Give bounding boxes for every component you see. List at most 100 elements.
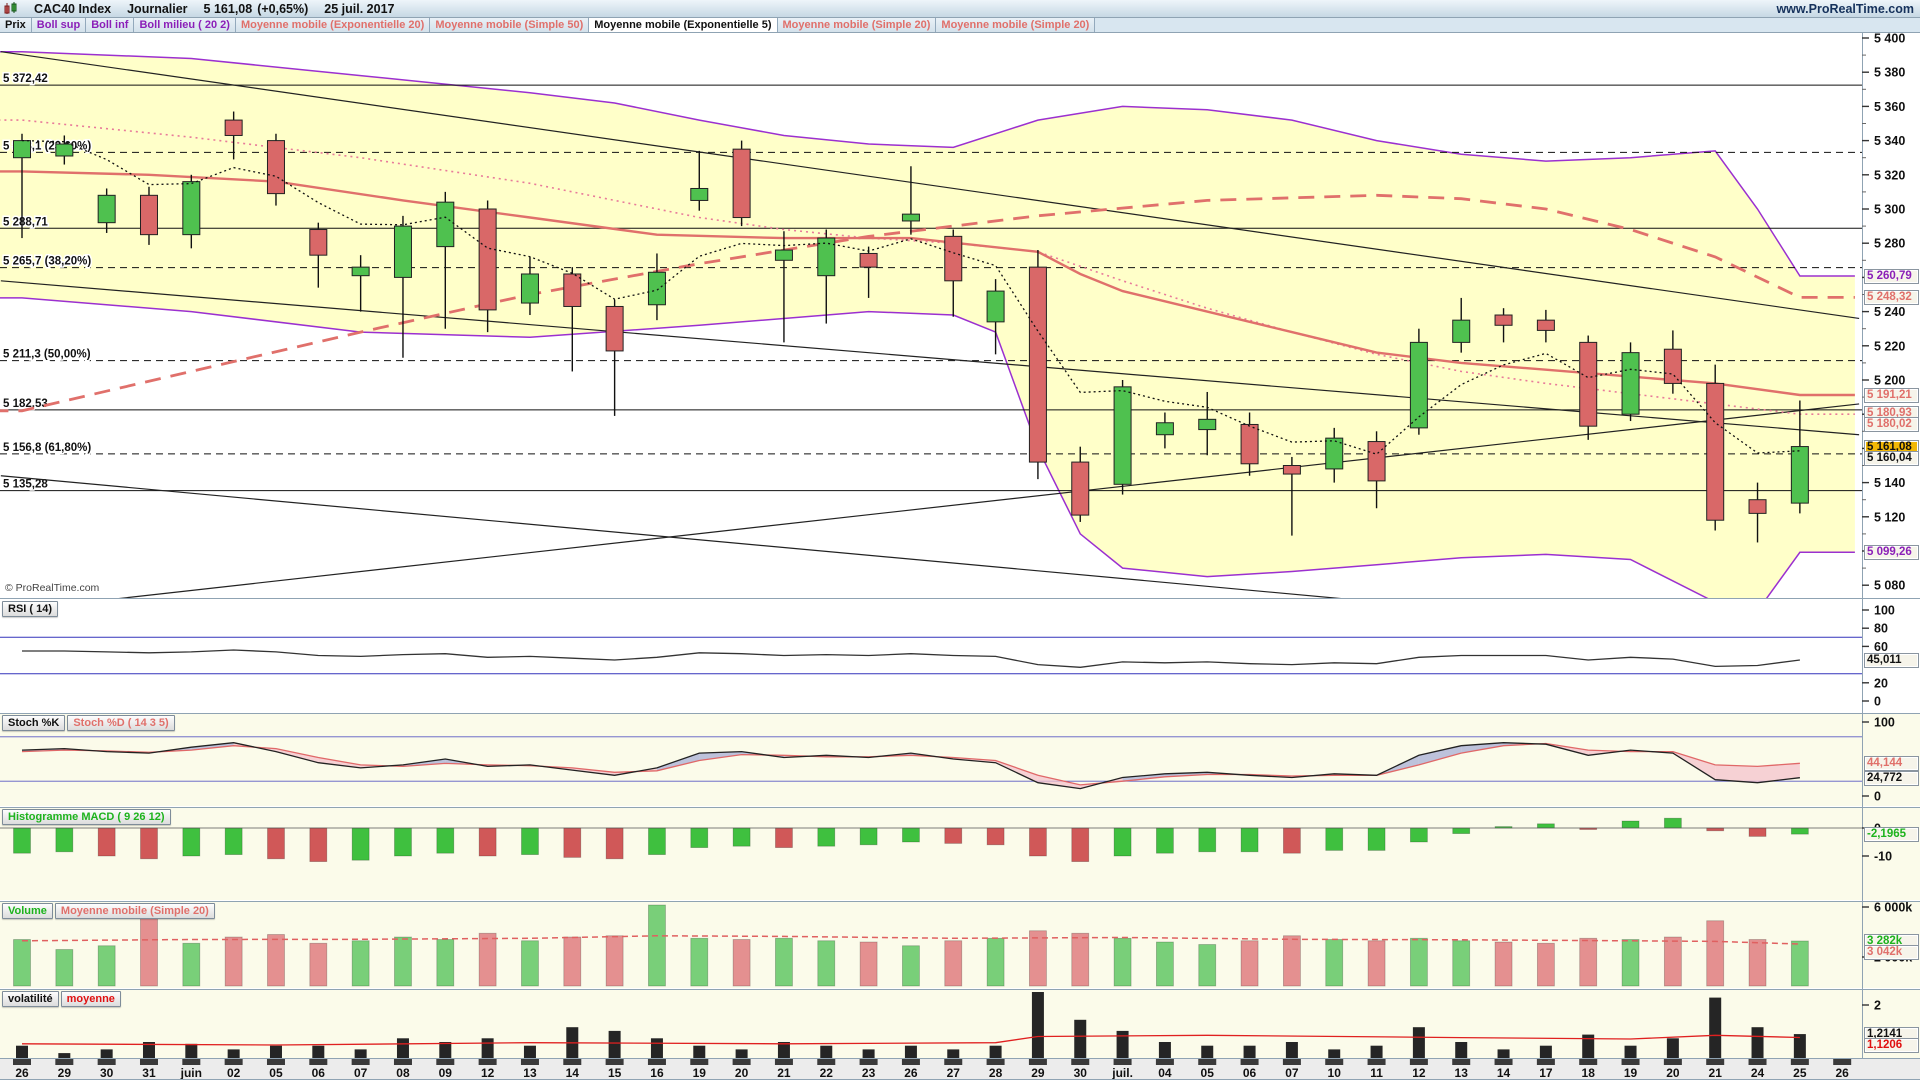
macd-bar bbox=[732, 827, 751, 847]
sma50-line bbox=[0, 193, 1855, 413]
candle bbox=[1367, 431, 1386, 509]
volume-indicator-chip[interactable]: Moyenne mobile (Simple 20) bbox=[54, 903, 215, 919]
timeframe-label: Journalier bbox=[127, 1, 188, 16]
legend-item-6[interactable]: Moyenne mobile (Exponentielle 5) bbox=[589, 18, 778, 32]
macd-bar bbox=[478, 827, 497, 857]
date-tick bbox=[1028, 1059, 1047, 1065]
legend-item-3[interactable]: Boll milieu ( 20 2) bbox=[134, 18, 236, 32]
date-label: 17 bbox=[1539, 1066, 1553, 1080]
trend-line[interactable] bbox=[0, 51, 1860, 320]
candle bbox=[478, 200, 497, 333]
volatility-bar bbox=[1243, 1045, 1256, 1058]
candle bbox=[1536, 309, 1555, 343]
trend-line[interactable] bbox=[0, 280, 1860, 436]
volume-bar bbox=[1156, 941, 1174, 987]
candle bbox=[1028, 250, 1047, 480]
price-legend-bar: Prix Boll sup Boll inf Boll milieu ( 20 2) M… bbox=[0, 18, 1920, 33]
date-tick bbox=[1452, 1059, 1471, 1065]
prorealtime-link[interactable]: www.ProRealTime.com bbox=[1776, 1, 1914, 16]
bollinger-upper-line bbox=[0, 50, 1855, 277]
stoch-fill bbox=[1418, 745, 1462, 765]
legend-item-8[interactable]: Moyenne mobile (Simple 20) bbox=[936, 18, 1096, 32]
chart-canvas[interactable]: 5 372,425 333,1 (23,60%)5 288,715 265,7 … bbox=[0, 33, 1920, 1080]
volume-bar bbox=[944, 940, 963, 987]
date-tick bbox=[1155, 1059, 1174, 1065]
macd-bar bbox=[1706, 827, 1725, 832]
volatility-bar bbox=[1624, 1045, 1637, 1058]
trend-line[interactable] bbox=[85, 403, 1860, 602]
date-tick bbox=[478, 1059, 497, 1065]
candle bbox=[817, 229, 836, 324]
date-label: 13 bbox=[1455, 1066, 1469, 1080]
date-tick bbox=[986, 1059, 1005, 1065]
candle bbox=[520, 256, 539, 316]
axis-tick-label: 0 bbox=[1874, 695, 1881, 709]
macd-bar bbox=[1029, 827, 1047, 857]
volatility-bar bbox=[904, 1045, 917, 1058]
date-label: 02 bbox=[227, 1066, 241, 1080]
date-label: 27 bbox=[947, 1066, 961, 1080]
candle bbox=[1621, 342, 1640, 422]
axis-value-box: 1,1206 bbox=[1864, 1038, 1919, 1054]
date-label: 18 bbox=[1582, 1066, 1596, 1080]
volume-bar bbox=[775, 937, 793, 987]
date-tick bbox=[309, 1059, 328, 1065]
macd-bar bbox=[521, 827, 539, 856]
legend-item-0[interactable]: Prix bbox=[0, 18, 32, 32]
macd-bar bbox=[351, 827, 370, 861]
volume-bar bbox=[224, 936, 243, 987]
volume-bar bbox=[1452, 940, 1471, 987]
price-level-label: 5 156,8 (61,80%) bbox=[3, 442, 91, 454]
macd-bar bbox=[13, 827, 31, 854]
vola-indicator-chip[interactable]: moyenne bbox=[60, 991, 121, 1007]
candle bbox=[1452, 297, 1471, 353]
trend-line[interactable] bbox=[0, 475, 1419, 606]
date-label: 06 bbox=[312, 1066, 326, 1080]
volatility-bar bbox=[58, 1053, 71, 1058]
stoch-indicator-chip[interactable]: Stoch %D ( 14 3 5) bbox=[67, 715, 175, 731]
vola-indicator-chip[interactable]: volatilité bbox=[2, 991, 59, 1007]
candle bbox=[351, 255, 370, 312]
legend-item-7[interactable]: Moyenne mobile (Simple 20) bbox=[777, 18, 937, 32]
macd-indicator-chip[interactable]: Histogramme MACD ( 9 26 12) bbox=[2, 809, 171, 825]
stoch-chip-row: Stoch %K Stoch %D ( 14 3 5) bbox=[2, 715, 177, 731]
date-label: 31 bbox=[142, 1066, 156, 1080]
date-label: 06 bbox=[1243, 1066, 1257, 1080]
candle bbox=[1663, 330, 1682, 394]
volatility-bar bbox=[16, 1045, 28, 1058]
macd-bar bbox=[648, 827, 666, 856]
axis-value-box: 5 260,79 bbox=[1864, 269, 1919, 285]
volume-indicator-chip[interactable]: Volume bbox=[2, 903, 53, 919]
macd-bar bbox=[1198, 827, 1217, 853]
volatility-bar bbox=[1751, 1027, 1764, 1058]
legend-item-4[interactable]: Moyenne mobile (Exponentielle 20) bbox=[235, 18, 431, 32]
candle bbox=[436, 191, 455, 329]
candle bbox=[1155, 412, 1174, 449]
volatility-bar bbox=[1031, 992, 1044, 1058]
legend-item-2[interactable]: Boll inf bbox=[86, 18, 135, 32]
macd-bar bbox=[690, 827, 709, 849]
date-label: 19 bbox=[693, 1066, 707, 1080]
legend-item-1[interactable]: Boll sup bbox=[31, 18, 87, 32]
volatility-bar bbox=[1539, 1045, 1552, 1058]
volume-bar bbox=[1790, 940, 1809, 987]
rsi-indicator-chip[interactable]: RSI ( 14) bbox=[2, 601, 59, 617]
date-label: 05 bbox=[1201, 1066, 1215, 1080]
stoch-indicator-chip[interactable]: Stoch %K bbox=[2, 715, 66, 731]
macd-bar bbox=[775, 827, 793, 849]
macd-bar bbox=[1071, 827, 1090, 862]
legend-item-5[interactable]: Moyenne mobile (Simple 50) bbox=[430, 18, 590, 32]
volatility-bar bbox=[947, 1049, 960, 1058]
watermark: © ProRealTime.com bbox=[5, 582, 100, 594]
date-tick bbox=[13, 1059, 31, 1065]
axis-tick-label: 5 200 bbox=[1874, 374, 1905, 388]
date-label: 24 bbox=[1751, 1066, 1765, 1080]
candle bbox=[139, 186, 158, 245]
date-label: 12 bbox=[1412, 1066, 1426, 1080]
date-tick bbox=[436, 1059, 455, 1065]
date-tick bbox=[1579, 1059, 1598, 1065]
volume-bar bbox=[1113, 937, 1132, 987]
axis-value-box: 44,144 bbox=[1864, 756, 1919, 772]
date-tick bbox=[55, 1059, 74, 1065]
macd-bar bbox=[563, 827, 582, 858]
